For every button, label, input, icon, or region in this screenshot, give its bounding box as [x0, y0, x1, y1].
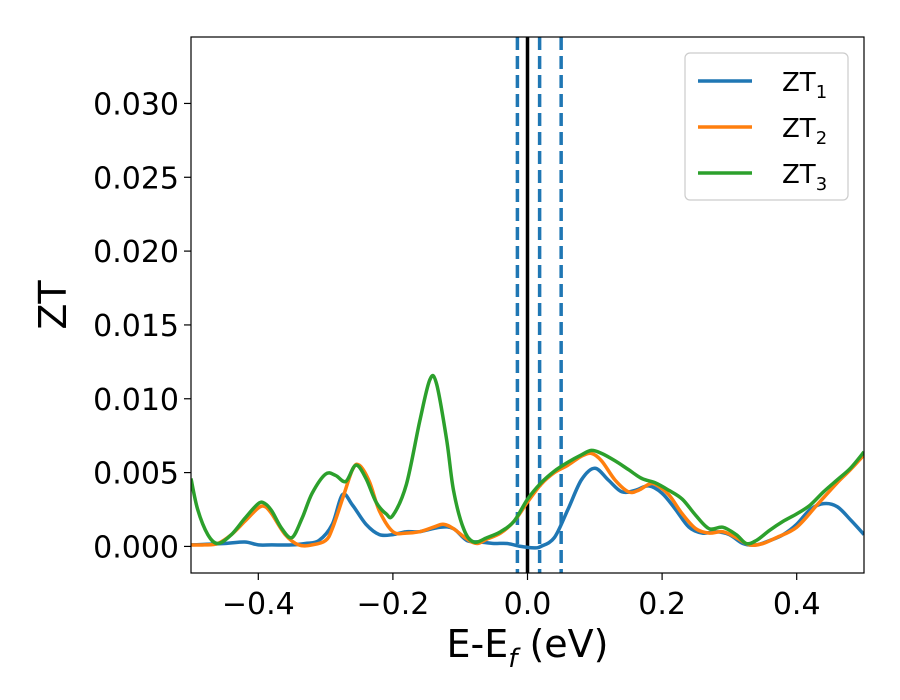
y-axis-title: ZT [31, 280, 75, 330]
x-tick-label: 0.2 [638, 587, 686, 622]
legend-label-1: ZT1 [782, 68, 827, 103]
y-tick-label: 0.010 [93, 383, 179, 418]
legend-label-2: ZT2 [782, 114, 827, 149]
y-tick-label: 0.015 [93, 309, 179, 344]
legend-box [684, 52, 849, 201]
legend-label-3: ZT3 [782, 160, 827, 195]
x-tick-label: −0.4 [222, 587, 295, 622]
x-tick-label: 0.4 [773, 587, 821, 622]
legend: ZT1 ZT2 ZT3 [684, 52, 849, 201]
series-lines [191, 373, 864, 550]
y-tick-label: 0.000 [93, 530, 179, 565]
y-tick-label: 0.030 [93, 87, 179, 122]
x-axis-title: E-Ef (eV) [447, 622, 609, 674]
y-tick-label: 0.005 [93, 457, 179, 492]
x-tick-label: −0.2 [356, 587, 429, 622]
y-axis: 0.000 0.005 0.010 0.015 0.020 0.025 0.030 [93, 87, 191, 565]
x-axis: −0.4 −0.2 0.0 0.2 0.4 [222, 573, 821, 622]
y-tick-label: 0.025 [93, 161, 179, 196]
y-tick-label: 0.020 [93, 235, 179, 270]
x-tick-label: 0.0 [504, 587, 552, 622]
series-line-3 [191, 373, 864, 546]
